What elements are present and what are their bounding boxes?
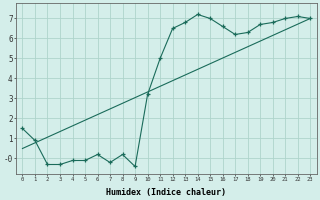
X-axis label: Humidex (Indice chaleur): Humidex (Indice chaleur) (106, 188, 226, 197)
